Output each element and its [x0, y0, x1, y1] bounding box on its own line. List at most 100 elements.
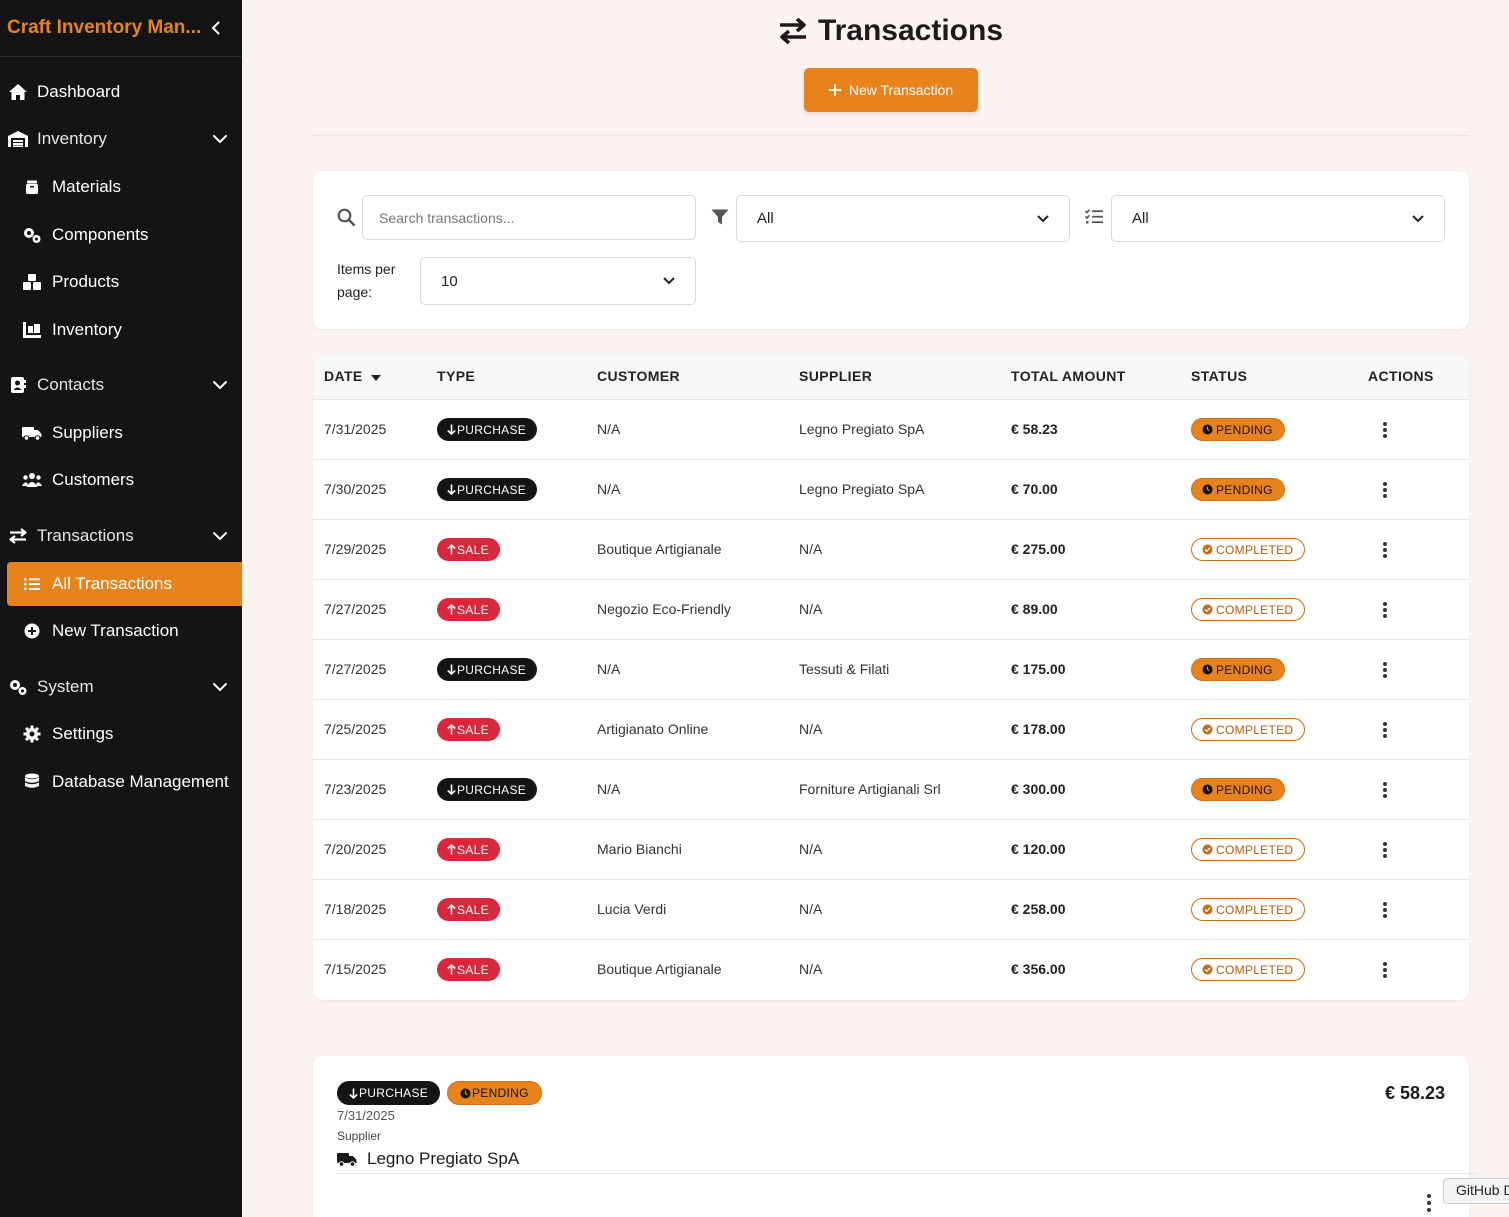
- cell-customer: Mario Bianchi: [597, 841, 682, 857]
- type-badge: PURCHASE: [437, 778, 538, 801]
- column-header-total-amount[interactable]: TOTAL AMOUNT: [1011, 368, 1126, 384]
- sidebar: Craft Inventory Man... Dashboard Invento…: [0, 0, 242, 1217]
- sidebar-item-label: All Transactions: [52, 574, 172, 593]
- sidebar-item-label: Products: [52, 272, 120, 291]
- cell-customer: N/A: [597, 661, 621, 677]
- cubes-icon: [22, 272, 42, 292]
- cell-amount: € 275.00: [1011, 541, 1066, 557]
- sidebar-item-all-transactions[interactable]: All Transactions: [7, 562, 242, 606]
- arrow-up-icon: [447, 964, 456, 975]
- column-header-type[interactable]: TYPE: [437, 368, 476, 384]
- type-filter-select[interactable]: All: [736, 195, 1070, 242]
- table-row[interactable]: 7/20/2025 SALE Mario Bianchi N/A € 120.00 COM…: [313, 820, 1469, 880]
- sidebar-item-suppliers[interactable]: Suppliers: [7, 411, 242, 455]
- cell-date: 7/15/2025: [324, 961, 387, 977]
- table-row[interactable]: 7/25/2025 SALE Artigianato Online N/A € 178.…: [313, 700, 1469, 760]
- table-row[interactable]: 7/15/2025 SALE Boutique Artigianale N/A € 35…: [313, 940, 1469, 1000]
- chevron-down-icon: [663, 277, 675, 285]
- status-badge: PENDING: [1191, 418, 1285, 441]
- column-header-status[interactable]: STATUS: [1191, 368, 1248, 384]
- box-icon: [22, 177, 42, 197]
- sidebar-item-inventory[interactable]: Inventory: [7, 308, 242, 352]
- items-per-page-value: 10: [441, 272, 458, 290]
- detail-supplier: Legno Pregiato SpA: [337, 1149, 519, 1169]
- cell-customer: Lucia Verdi: [597, 901, 667, 917]
- arrow-down-icon: [447, 784, 456, 795]
- sidebar-item-label: Dashboard: [37, 82, 121, 101]
- cell-supplier: N/A: [799, 601, 823, 617]
- sidebar-item-materials[interactable]: Materials: [7, 165, 242, 209]
- cell-supplier: N/A: [799, 721, 823, 737]
- plus-icon: [828, 84, 841, 96]
- row-actions-icon[interactable]: [1381, 840, 1389, 860]
- type-badge: SALE: [437, 898, 500, 921]
- table-row[interactable]: 7/18/2025 SALE Lucia Verdi N/A € 258.00 COMPL…: [313, 880, 1469, 940]
- search-input[interactable]: Search transactions...: [362, 195, 696, 240]
- sidebar-group-transactions[interactable]: Transactions: [7, 514, 242, 558]
- row-actions-icon[interactable]: [1381, 540, 1389, 560]
- more-actions-icon[interactable]: [1425, 1194, 1433, 1212]
- items-per-page-select[interactable]: 10: [420, 257, 696, 305]
- column-header-supplier[interactable]: SUPPLIER: [799, 368, 873, 384]
- check-circle-icon: [1202, 604, 1213, 615]
- new-transaction-button[interactable]: New Transaction: [804, 68, 978, 112]
- sidebar-item-database-management[interactable]: Database Management: [7, 760, 242, 804]
- row-actions-icon[interactable]: [1381, 720, 1389, 740]
- status-badge: COMPLETED: [1191, 598, 1306, 621]
- sidebar-brand: Craft Inventory Man...: [0, 0, 242, 57]
- cell-supplier: N/A: [799, 901, 823, 917]
- status-filter-select[interactable]: All: [1111, 195, 1445, 242]
- cell-date: 7/27/2025: [324, 601, 387, 617]
- row-actions-icon[interactable]: [1381, 480, 1389, 500]
- table-row[interactable]: 7/23/2025 PURCHASE N/A Forniture Artigianal…: [313, 760, 1469, 820]
- type-badge: PURCHASE: [337, 1081, 441, 1105]
- status-badge: PENDING: [1191, 658, 1285, 681]
- status-badge: COMPLETED: [1191, 958, 1306, 981]
- sidebar-item-new-transaction[interactable]: New Transaction: [7, 609, 242, 653]
- column-header-customer[interactable]: CUSTOMER: [597, 368, 681, 384]
- detail-date: 7/31/2025: [337, 1108, 395, 1123]
- transaction-detail-card: PURCHASE PENDING 7/31/2025 Supplier Legn…: [313, 1056, 1477, 1217]
- sidebar-item-label: Database Management: [52, 772, 229, 791]
- status-filter-value: All: [1132, 210, 1149, 227]
- cell-customer: N/A: [597, 421, 621, 437]
- status-badge: COMPLETED: [1191, 538, 1306, 561]
- row-actions-icon[interactable]: [1381, 900, 1389, 920]
- check-circle-icon: [1202, 724, 1213, 735]
- cell-supplier: Legno Pregiato SpA: [799, 481, 925, 497]
- type-badge: SALE: [437, 838, 500, 861]
- sidebar-item-components[interactable]: Components: [7, 213, 242, 257]
- app-title[interactable]: Craft Inventory Man...: [7, 17, 202, 38]
- sidebar-group-inventory[interactable]: Inventory: [7, 117, 242, 161]
- list-check-icon: [1085, 209, 1103, 224]
- cell-date: 7/20/2025: [324, 841, 387, 857]
- row-actions-icon[interactable]: [1381, 780, 1389, 800]
- database-icon: [22, 772, 42, 792]
- row-actions-icon[interactable]: [1381, 960, 1389, 980]
- row-actions-icon[interactable]: [1381, 660, 1389, 680]
- chevron-down-icon: [213, 381, 227, 390]
- table-row[interactable]: 7/27/2025 SALE Negozio Eco-Friendly N/A € 89…: [313, 580, 1469, 640]
- table-row[interactable]: 7/27/2025 PURCHASE N/A Tessuti & Filati € 17…: [313, 640, 1469, 700]
- github-tab[interactable]: GitHub D: [1443, 1178, 1509, 1204]
- sidebar-item-settings[interactable]: Settings: [7, 712, 242, 756]
- cell-supplier: Legno Pregiato SpA: [799, 421, 925, 437]
- arrow-up-icon: [447, 604, 456, 615]
- main-content: Transactions New Transaction Search tran…: [242, 0, 1509, 1217]
- sidebar-item-products[interactable]: Products: [7, 260, 242, 304]
- sort-desc-icon: [370, 375, 381, 381]
- row-actions-icon[interactable]: [1381, 600, 1389, 620]
- table-row[interactable]: 7/30/2025 PURCHASE N/A Legno Pregiato SpA € …: [313, 460, 1469, 520]
- type-badge: PURCHASE: [437, 658, 538, 681]
- sidebar-group-system[interactable]: System: [7, 665, 242, 709]
- column-header-date[interactable]: DATE: [324, 368, 381, 384]
- table-row[interactable]: 7/29/2025 SALE Boutique Artigianale N/A € 27…: [313, 520, 1469, 580]
- chevron-left-icon[interactable]: [208, 18, 222, 38]
- sidebar-item-dashboard[interactable]: Dashboard: [7, 70, 242, 114]
- type-badge: SALE: [437, 718, 500, 741]
- sidebar-item-customers[interactable]: Customers: [7, 458, 242, 502]
- table-row[interactable]: 7/31/2025 PURCHASE N/A Legno Pregiato SpA € …: [313, 400, 1469, 460]
- filters-card: Search transactions... All All Items per…: [313, 171, 1469, 329]
- row-actions-icon[interactable]: [1381, 420, 1389, 440]
- sidebar-group-contacts[interactable]: Contacts: [7, 363, 242, 407]
